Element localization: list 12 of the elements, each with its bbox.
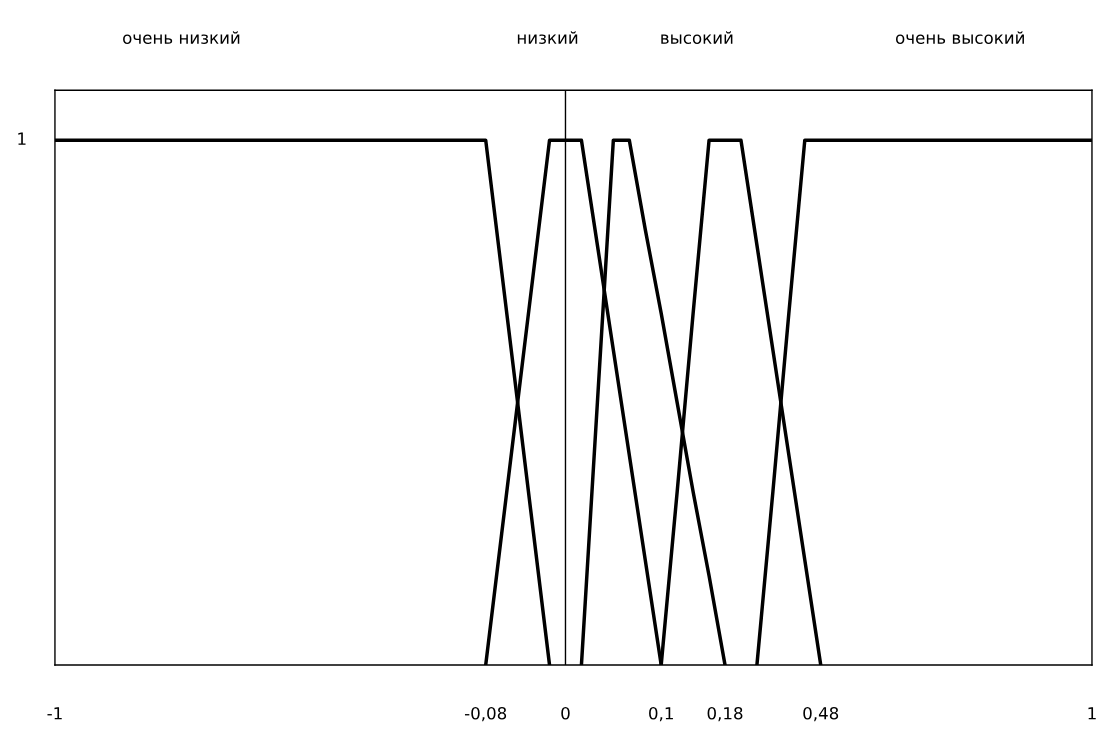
text: низкий (517, 31, 578, 44)
text: очень низкий (123, 31, 240, 44)
text: высокий (661, 31, 733, 44)
x-tick-label: -1 (47, 707, 62, 720)
x-tick-label: 1 (1088, 707, 1096, 720)
x-tick-label: 0,1 (649, 706, 673, 722)
text: очень высокий (895, 31, 1024, 44)
x-tick-label: 0 (561, 706, 570, 720)
x-tick-label: -0,08 (464, 706, 507, 722)
text: 1 (18, 132, 26, 145)
x-tick-label: 0,48 (803, 706, 839, 722)
x-tick-label: 0,18 (707, 706, 743, 722)
